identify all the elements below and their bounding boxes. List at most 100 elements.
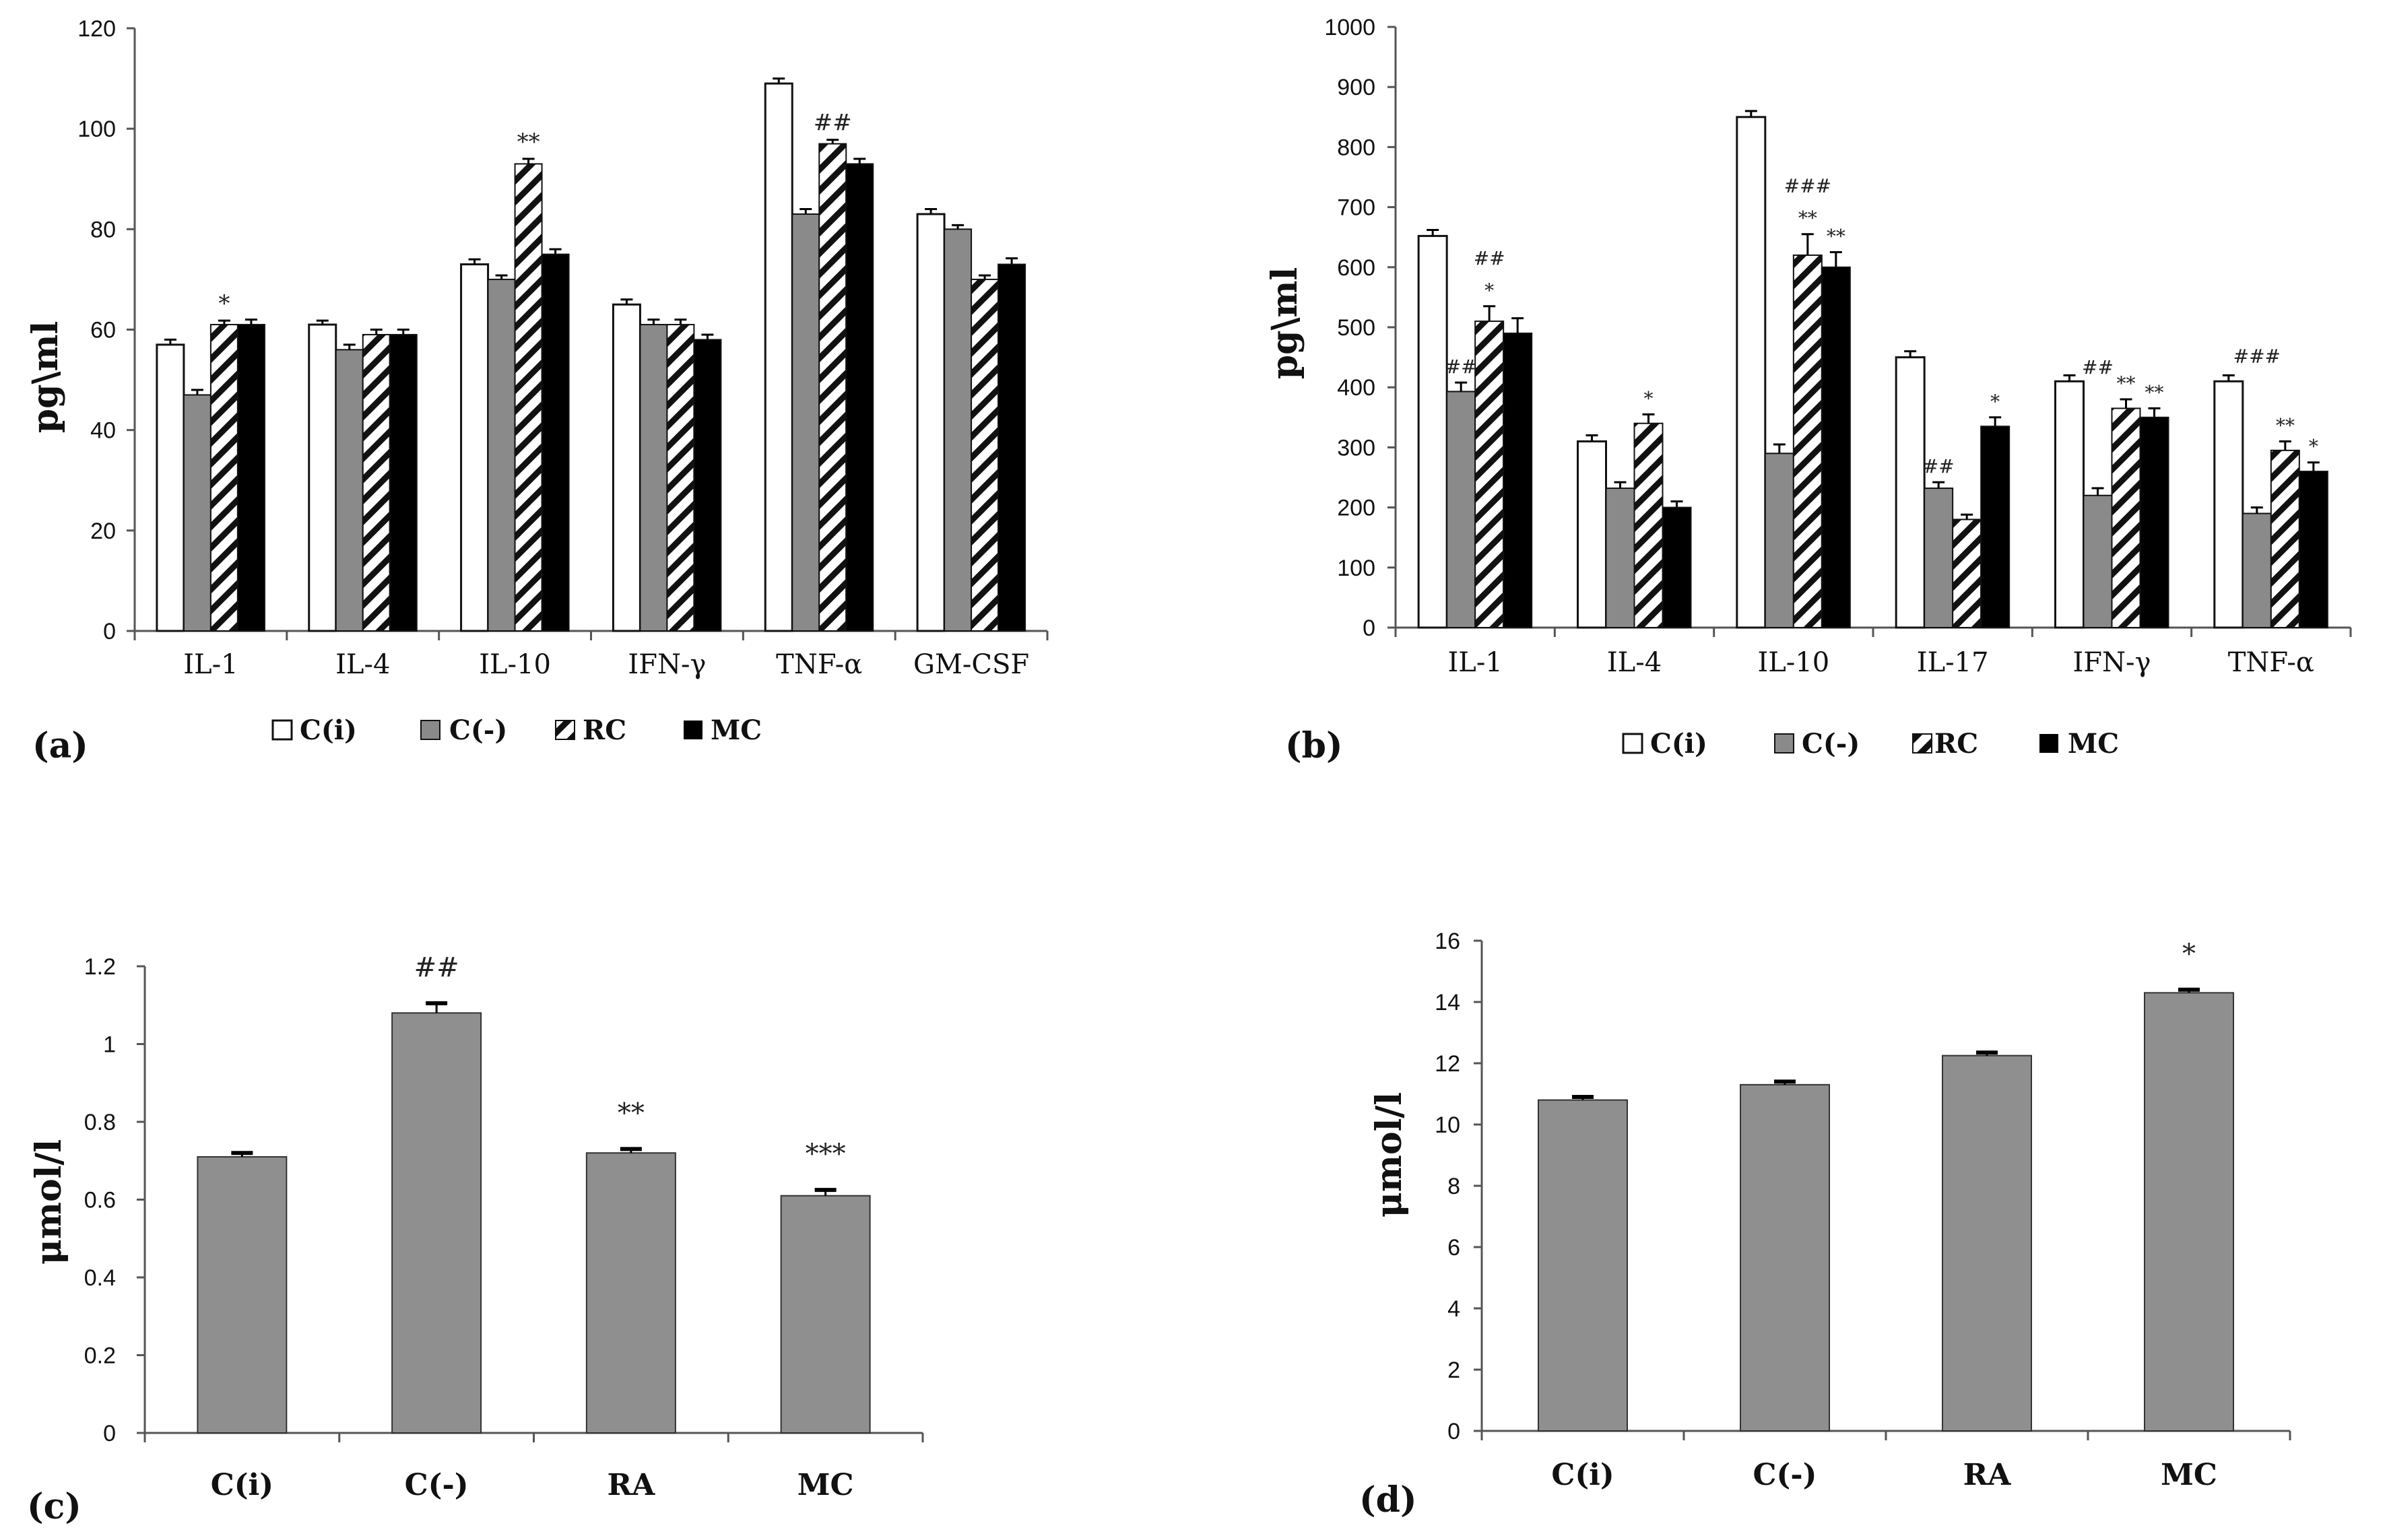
bar-b-il-4-c-i (1577, 440, 1607, 629)
significance-marker-c: ## (414, 952, 459, 983)
y-tick-label-c: 0.6 (84, 1188, 116, 1213)
legend-b-swatch-cneg (1774, 733, 1794, 754)
y-tick-label-d: 4 (1447, 1296, 1460, 1322)
legend-a: C(i) C(-) RC MC (271, 714, 762, 746)
bar-b-tnf-c-i (2213, 380, 2244, 629)
bar-a-ifn-c-i (612, 303, 641, 632)
y-tick-label-b: 200 (1337, 496, 1375, 521)
bar-b-il-4-mc (1662, 506, 1692, 628)
chart-b-marks: 0 100 200 300 400 500 600 700 800 900 1000 IL-1 IL-4… (1324, 15, 2352, 678)
bar-a-il-10-c (487, 278, 516, 632)
y-tick-label-d: 0 (1447, 1419, 1460, 1444)
bar-a-tnf-c (791, 213, 820, 632)
significance-marker-b: ** (1827, 226, 1845, 248)
y-tick-label-c: 0 (103, 1421, 116, 1446)
legend-a-swatch-ci (271, 719, 293, 741)
bar-a-gm-csf-rc (971, 278, 1000, 632)
category-label-b: IL-1 (1448, 647, 1503, 678)
significance-marker-b: ## (1445, 356, 1477, 378)
y-tick-label-d: 14 (1435, 990, 1460, 1015)
category-label-b: IL-17 (1917, 647, 1989, 678)
bar-b-tnf-rc (2270, 449, 2300, 628)
bar-a-gm-csf-mc (998, 263, 1026, 632)
significance-marker-b: ** (2145, 381, 2164, 403)
legend-b-swatch-rc (1912, 733, 1932, 754)
y-tick-label-d: 12 (1435, 1051, 1460, 1077)
category-label-a: TNF-α (776, 649, 862, 680)
chart-a: 0 20 40 60 80 100 120 IL-1 IL-4 IL-10 IFN-γ TNF-α GM… (25, 16, 1049, 766)
legend-a-swatch-rc (555, 720, 575, 740)
category-label-d: RA (1963, 1458, 2012, 1492)
legend-a-label-cneg: C(-) (449, 714, 507, 746)
category-label-d: MC (2161, 1458, 2217, 1492)
legend-b-swatch-ci (1622, 733, 1643, 754)
bar-b-il-17-c (1924, 488, 1954, 629)
y-tick-label-b: 300 (1337, 435, 1375, 461)
y-tick-label-c: 0.8 (84, 1110, 116, 1135)
category-label-b: IL-10 (1757, 647, 1829, 678)
category-label-d: C(i) (1551, 1458, 1614, 1492)
category-label-b: IL-4 (1607, 647, 1662, 678)
bar-a-gm-csf-c-i (916, 213, 946, 632)
significance-marker-a: * (218, 290, 230, 317)
bar-b-il-4-c (1605, 488, 1635, 629)
y-tick-label-b: 600 (1337, 255, 1375, 281)
significance-marker-a: ** (517, 129, 540, 156)
bar-b-il-1-mc (1503, 332, 1533, 628)
significance-marker-c: ** (618, 1098, 645, 1129)
y-tick-label-b: 400 (1337, 375, 1375, 401)
bar-a-il-10-mc (541, 253, 570, 632)
significance-marker-d: * (2182, 939, 2196, 970)
significance-marker-b: ### (2233, 345, 2281, 368)
bar-a-il-4-rc (362, 333, 391, 632)
category-label-b: IFN-γ (2073, 647, 2151, 678)
y-tick-label-c: 0.2 (84, 1343, 116, 1369)
chart-c-marks: 00.20.40.60.811.2C(i) C(-) RA MC##***** (84, 952, 924, 1502)
y-axis-label-c: μmol/l (28, 1139, 69, 1265)
bar-b-il-17-c-i (1895, 356, 1926, 629)
bar-b-il-1-rc (1474, 321, 1505, 628)
bar-a-tnf-mc (845, 163, 874, 632)
category-label-a: IL-1 (183, 649, 238, 680)
y-tick-label-d: 6 (1447, 1235, 1460, 1261)
y-tick-label-c: 1 (103, 1032, 116, 1058)
y-tick-label-a: 80 (90, 217, 116, 242)
bar-a-il-1-c (183, 394, 211, 632)
bar-b-ifn-c (2083, 494, 2113, 629)
y-tick-label-a: 0 (103, 619, 116, 644)
category-label-a: IL-10 (479, 649, 551, 680)
bar-a-ifn-rc (666, 324, 695, 632)
category-label-d: C(-) (1753, 1458, 1817, 1492)
bar-d-c-i (1538, 1099, 1628, 1432)
y-axis-label-a: pg\ml (25, 321, 66, 434)
category-label-b: TNF-α (2228, 647, 2314, 678)
panel-label-c: (c) (27, 1486, 81, 1527)
y-tick-label-b: 0 (1363, 615, 1375, 641)
y-tick-label-b: 900 (1337, 75, 1375, 100)
bar-a-ifn-c (639, 324, 668, 632)
bar-a-il-4-mc (389, 333, 418, 632)
significance-marker-b: ## (1474, 247, 1505, 269)
y-tick-label-d: 2 (1447, 1358, 1460, 1383)
y-tick-label-d: 16 (1435, 929, 1460, 954)
bar-b-il-17-mc (1980, 426, 2010, 628)
category-label-c: RA (608, 1468, 656, 1502)
y-tick-label-b: 800 (1337, 135, 1375, 160)
y-tick-label-a: 20 (90, 518, 116, 544)
y-tick-label-a: 60 (90, 318, 116, 343)
significance-marker-b: ** (2117, 372, 2136, 395)
bar-b-il-10-c (1764, 453, 1794, 628)
bar-a-il-4-c-i (308, 323, 337, 632)
bar-b-il-10-mc (1821, 266, 1851, 628)
y-tick-label-d: 8 (1447, 1174, 1460, 1199)
category-label-a: GM-CSF (913, 649, 1029, 680)
significance-marker-b: ** (2276, 414, 2295, 436)
category-label-a: IFN-γ (628, 649, 706, 680)
legend-b-label-mc: MC (2068, 728, 2119, 760)
legend-a-label-mc: MC (711, 714, 762, 746)
bar-b-il-1-c-i (1417, 234, 1448, 629)
bar-a-tnf-c-i (764, 82, 793, 632)
bar-b-ifn-mc (2139, 416, 2169, 628)
bar-b-ifn-c-i (2054, 380, 2085, 629)
bar-a-il-10-c-i (460, 263, 490, 632)
